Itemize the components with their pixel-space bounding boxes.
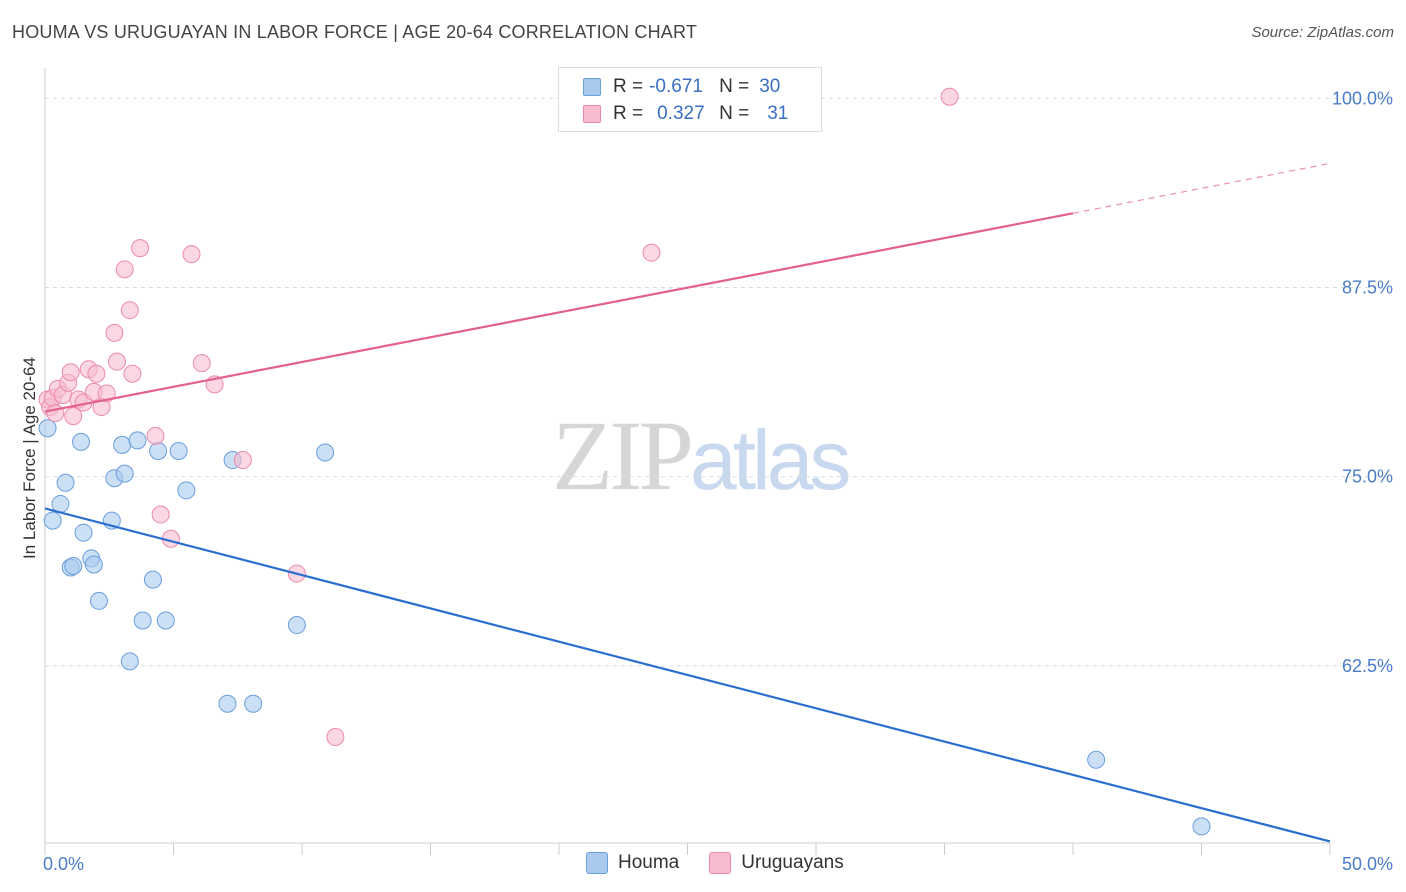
legend-label-houma: Houma [618, 852, 680, 873]
n-label: N = [719, 103, 750, 124]
watermark-atlas: atlas [690, 413, 851, 507]
watermark: ZIPatlas [552, 398, 851, 513]
n-label: N = [719, 76, 750, 97]
legend-label-uruguayans: Uruguayans [741, 852, 844, 873]
uruguayans-point [233, 451, 252, 470]
houma-point [316, 443, 335, 462]
houma-point [149, 441, 168, 460]
houma-point [1192, 817, 1211, 836]
houma-point [143, 570, 162, 589]
uruguayans-point [107, 352, 126, 371]
houma-point [287, 616, 306, 635]
r-value: 0.327 [657, 103, 705, 124]
houma-point [89, 591, 108, 610]
uruguayans-point [146, 426, 165, 445]
y-tick-label: 75.0% [1342, 467, 1393, 487]
houma-point [38, 419, 57, 438]
houma-point [1087, 750, 1106, 769]
uruguayans-point [120, 301, 139, 320]
n-value: 31 [767, 103, 789, 124]
y-tick-label: 100.0% [1332, 88, 1393, 108]
uruguayans-trend-line [44, 212, 1074, 413]
watermark-zip: ZIP [552, 400, 694, 511]
uruguayans-point [123, 364, 142, 383]
uruguayans-point [61, 363, 80, 382]
houma-point [169, 441, 188, 460]
x-tick-label: 0.0% [43, 854, 84, 874]
houma-point [218, 694, 237, 713]
houma-point [177, 481, 196, 500]
uruguayans-point [182, 245, 201, 264]
uruguayans-point [46, 404, 65, 423]
r-label: R = [613, 76, 644, 97]
n-value: 30 [759, 76, 781, 97]
y-tick-label: 87.5% [1342, 277, 1393, 297]
series-legend: Houma Uruguayans [586, 852, 874, 874]
r-value: -0.671 [649, 76, 703, 97]
houma-point [120, 652, 139, 671]
uruguayans-point [192, 354, 211, 373]
uruguayans-point [105, 323, 124, 342]
uruguayans-point [97, 384, 116, 403]
uruguayans-point [64, 407, 83, 426]
houma-swatch [583, 78, 601, 96]
houma-swatch [586, 852, 608, 874]
x-tick-label: 50.0% [1342, 854, 1393, 874]
houma-point [244, 694, 263, 713]
houma-point [64, 556, 83, 575]
uruguayans-point [115, 260, 134, 279]
houma-point [113, 435, 132, 454]
houma-point [128, 431, 147, 450]
chart-title: HOUMA VS URUGUAYAN IN LABOR FORCE | AGE … [12, 22, 698, 42]
uruguayans-point [151, 505, 170, 524]
uruguayans-trend-extension [1072, 162, 1331, 214]
houma-trend-line [44, 507, 1331, 843]
houma-point [74, 523, 93, 542]
legend-row-houma: R = -0.671 N = 30 [583, 74, 780, 100]
houma-point [156, 611, 175, 630]
stats-legend: R = -0.671 N = 30 R = 0.327 N = 31 [558, 67, 822, 132]
uruguayans-point [87, 364, 106, 383]
houma-point [115, 464, 134, 483]
legend-item-houma: Houma [586, 852, 679, 874]
uruguayans-point [131, 239, 150, 258]
houma-point [71, 432, 90, 451]
houma-point [56, 473, 75, 492]
uruguayans-point [326, 728, 345, 747]
uruguayans-swatch [583, 105, 601, 123]
source-label: Source: ZipAtlas.com [1251, 24, 1394, 41]
uruguayans-point [940, 87, 959, 106]
uruguayans-swatch [709, 852, 732, 874]
houma-point [84, 555, 103, 574]
uruguayans-point [642, 243, 661, 262]
houma-point [43, 511, 62, 530]
r-label: R = [613, 103, 644, 124]
y-tick-label: 62.5% [1342, 656, 1393, 676]
houma-point [133, 611, 152, 630]
legend-item-uruguayans: Uruguayans [709, 852, 844, 874]
legend-row-uruguayans: R = 0.327 N = 31 [583, 101, 788, 127]
